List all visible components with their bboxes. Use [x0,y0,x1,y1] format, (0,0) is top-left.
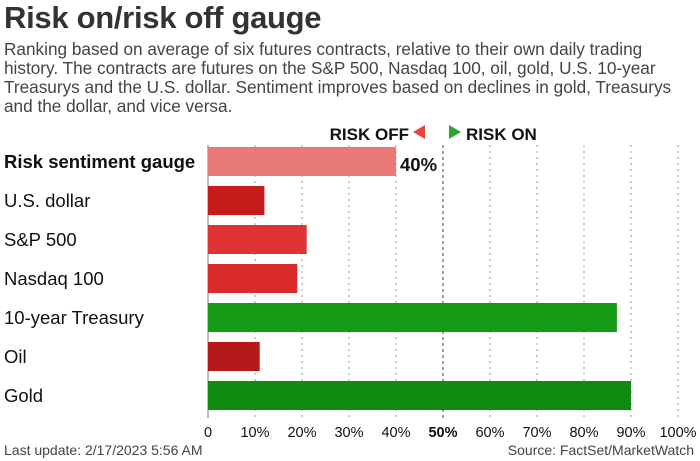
risk-on-arrow-icon [449,125,461,139]
x-axis-ticks: 0 10% 20% 30% 40% 50% 60% 70% 80% 90% 100% [204,425,697,441]
category-label: Oil [4,346,27,367]
x-tick-label: 60% [475,425,504,441]
bar [208,264,298,293]
x-tick-label: 80% [569,425,598,441]
bar [208,381,631,410]
x-tick-label: 50% [428,425,457,441]
category-label: Risk sentiment gauge [4,151,195,172]
x-tick-label: 30% [334,425,363,441]
bar [208,342,260,371]
x-tick-label: 90% [616,425,645,441]
category-label: U.S. dollar [4,190,90,211]
gauge-value-label: 40% [400,154,437,175]
category-labels: Risk sentiment gauge U.S. dollar S&P 500 Na… [4,151,195,406]
last-update: Last update: 2/17/2023 5:56 AM [4,442,203,458]
chart-title: Risk on/risk off gauge [4,0,322,35]
bar [208,147,396,176]
legend-risk-on: RISK ON [466,125,537,144]
x-tick-label: 70% [522,425,551,441]
x-tick-label: 0 [204,425,212,441]
x-tick-label: 40% [381,425,410,441]
legend-risk-off: RISK OFF [330,125,409,144]
legend: RISK OFF RISK ON [330,125,537,144]
x-tick-label: 20% [287,425,316,441]
category-label: 10-year Treasury [4,307,145,328]
bar [208,186,265,215]
risk-off-arrow-icon [413,125,425,139]
category-label: S&P 500 [4,229,77,250]
category-label: Gold [4,385,43,406]
x-tick-label: 10% [240,425,269,441]
bar [208,225,307,254]
x-tick-label: 100% [659,425,696,441]
bars: 40% [208,147,631,410]
source: Source: FactSet/MarketWatch [507,442,694,458]
bar [208,303,617,332]
category-label: Nasdaq 100 [4,268,104,289]
chart-subtitle: Ranking based on average of six futures … [4,39,672,116]
